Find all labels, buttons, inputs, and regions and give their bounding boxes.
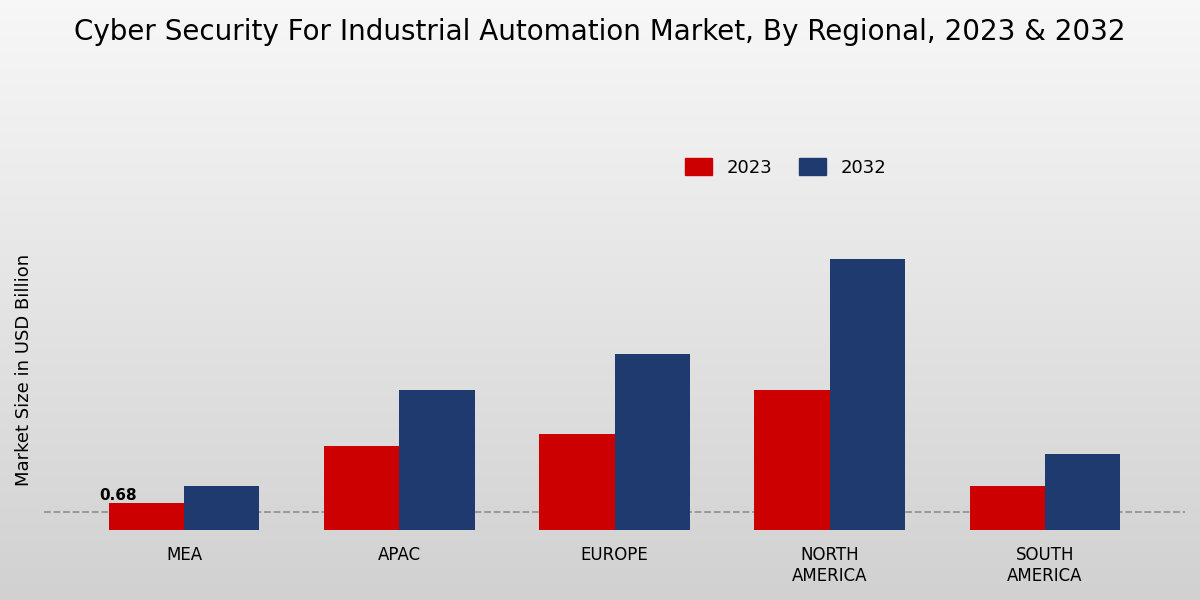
Bar	[184, 486, 259, 530]
Text: 0.68: 0.68	[100, 488, 137, 503]
Bar	[755, 391, 830, 530]
Y-axis label: Market Size in USD Billion: Market Size in USD Billion	[14, 254, 34, 487]
Legend: 2023, 2032: 2023, 2032	[676, 149, 895, 185]
Bar	[830, 259, 905, 530]
Bar	[400, 391, 475, 530]
Text: Cyber Security For Industrial Automation Market, By Regional, 2023 & 2032: Cyber Security For Industrial Automation…	[74, 18, 1126, 46]
Bar	[539, 434, 614, 530]
Bar	[1045, 454, 1121, 530]
Bar	[614, 355, 690, 530]
Bar	[324, 446, 400, 530]
Bar	[970, 486, 1045, 530]
Bar	[109, 503, 184, 530]
